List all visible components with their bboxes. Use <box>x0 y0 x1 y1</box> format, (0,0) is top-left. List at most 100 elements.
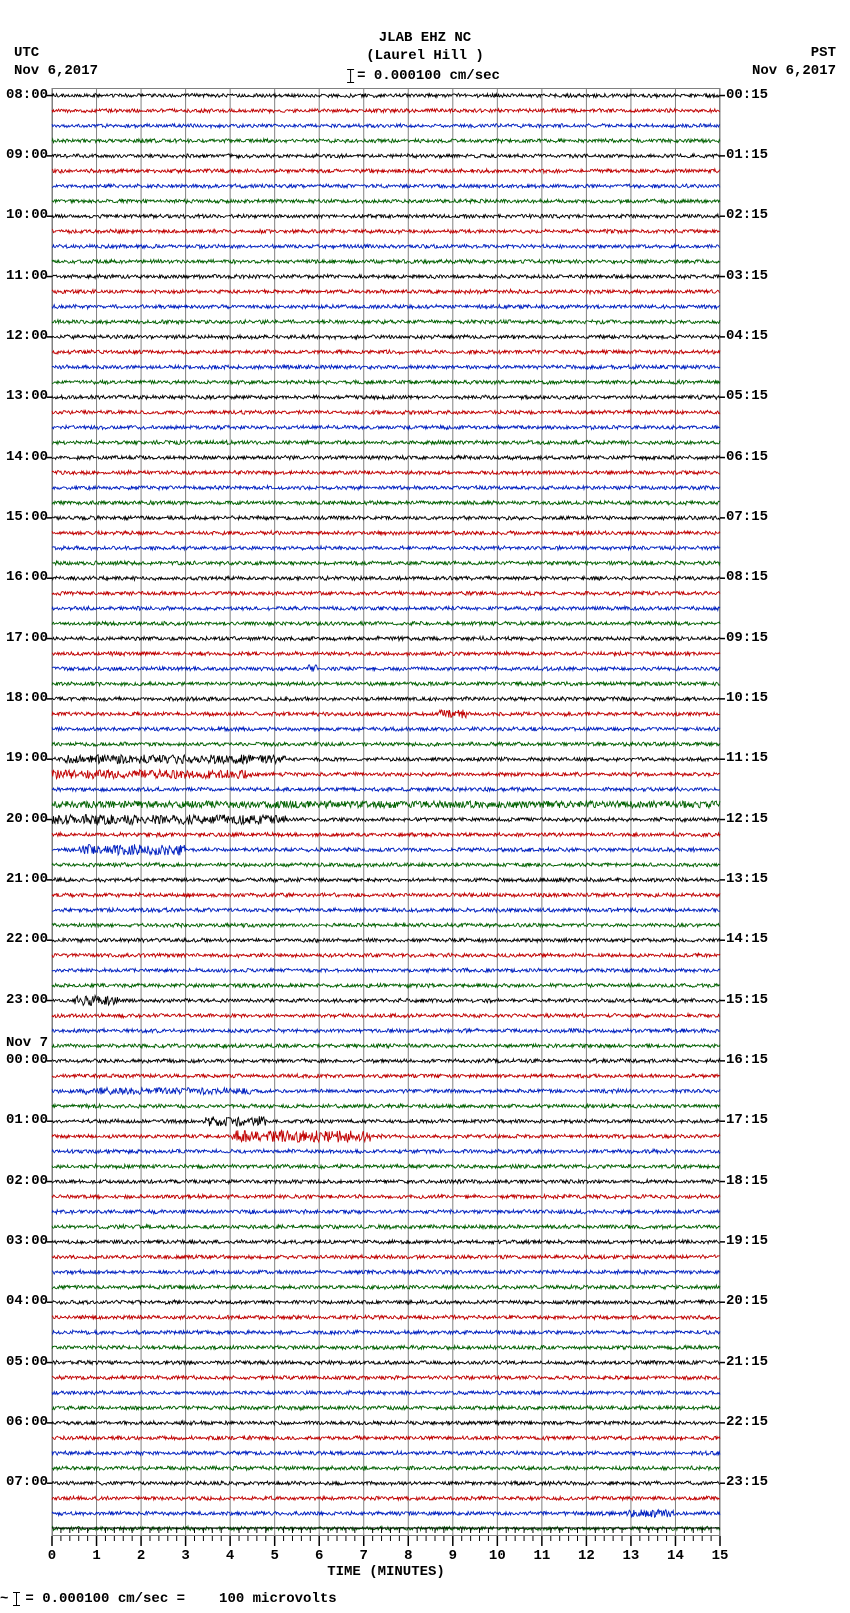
seismic-trace <box>52 501 720 505</box>
seismic-trace <box>52 1255 720 1259</box>
seismic-trace <box>52 636 720 640</box>
pst-hour-label: 11:15 <box>726 750 768 766</box>
x-tick-label: 13 <box>623 1548 640 1564</box>
seismic-trace <box>52 1044 720 1048</box>
seismic-trace <box>52 1360 720 1364</box>
pst-hour-label: 13:15 <box>726 871 768 887</box>
seismogram-page: JLAB EHZ NC (Laurel Hill ) = 0.000100 cm… <box>0 0 850 1613</box>
seismic-trace <box>52 395 720 399</box>
utc-date-change: Nov 7 <box>6 1035 48 1052</box>
seismic-trace <box>52 755 720 764</box>
pst-hour-label: 16:15 <box>726 1052 768 1068</box>
seismic-trace <box>52 440 720 444</box>
seismic-trace <box>52 1164 720 1168</box>
seismic-trace <box>52 968 720 972</box>
x-axis-title: TIME (MINUTES) <box>327 1564 445 1580</box>
x-tick-label: 11 <box>533 1548 550 1564</box>
pst-hour-label: 17:15 <box>726 1112 768 1128</box>
x-tick-label: 10 <box>489 1548 506 1564</box>
utc-hour-label: 20:00 <box>6 811 48 827</box>
x-tick-label: 8 <box>404 1548 412 1564</box>
seismic-trace <box>52 742 720 746</box>
seismic-trace <box>52 1406 720 1410</box>
seismic-trace <box>52 561 720 565</box>
seismic-trace <box>52 199 720 203</box>
seismic-trace <box>52 320 720 324</box>
seismic-trace <box>52 380 720 384</box>
pst-hour-label: 01:15 <box>726 147 768 163</box>
utc-hour-label: 11:00 <box>6 268 48 284</box>
seismic-trace <box>52 1466 720 1470</box>
seismic-trace <box>52 1104 720 1108</box>
x-tick-label: 4 <box>226 1548 234 1564</box>
utc-hour-label: 05:00 <box>6 1354 48 1370</box>
seismic-trace <box>52 1345 720 1349</box>
seismic-trace <box>52 1074 720 1078</box>
utc-hour-label: 00:00 <box>6 1052 48 1068</box>
x-tick-label: 15 <box>712 1548 729 1564</box>
utc-hour-label: 06:00 <box>6 1414 48 1430</box>
utc-hour-label: 23:00 <box>6 992 48 1008</box>
seismic-trace <box>52 139 720 143</box>
seismic-trace <box>52 1225 720 1229</box>
seismic-trace <box>52 1210 720 1214</box>
seismic-trace <box>52 259 720 263</box>
seismic-trace <box>52 863 720 867</box>
x-tick-label: 6 <box>315 1548 323 1564</box>
seismic-trace <box>52 1195 720 1199</box>
seismic-trace <box>52 770 720 779</box>
pst-hour-label: 07:15 <box>726 509 768 525</box>
seismic-trace <box>52 531 720 535</box>
seismic-trace <box>52 305 720 309</box>
seismic-trace <box>52 1088 720 1095</box>
seismic-trace <box>52 893 720 897</box>
seismic-trace <box>52 953 720 957</box>
seismic-trace <box>52 652 720 656</box>
pst-hour-label: 12:15 <box>726 811 768 827</box>
x-tick-label: 9 <box>449 1548 457 1564</box>
seismic-trace <box>52 1029 720 1033</box>
pst-hour-label: 14:15 <box>726 931 768 947</box>
seismic-trace <box>52 93 720 97</box>
seismic-trace <box>52 1240 720 1244</box>
utc-hour-label: 08:00 <box>6 87 48 103</box>
pst-hour-label: 02:15 <box>726 207 768 223</box>
utc-hour-label: 09:00 <box>6 147 48 163</box>
utc-hour-label: 18:00 <box>6 690 48 706</box>
utc-hour-label: 15:00 <box>6 509 48 525</box>
seismic-trace <box>52 1496 720 1500</box>
seismic-trace <box>52 244 720 248</box>
pst-hour-label: 21:15 <box>726 1354 768 1370</box>
seismic-trace <box>52 289 720 293</box>
x-tick-label: 0 <box>48 1548 56 1564</box>
seismic-trace <box>52 682 720 686</box>
seismic-trace <box>52 1330 720 1334</box>
utc-hour-label: 12:00 <box>6 328 48 344</box>
x-tick-label: 3 <box>181 1548 189 1564</box>
seismic-trace <box>52 606 720 610</box>
pst-hour-label: 18:15 <box>726 1173 768 1189</box>
seismic-trace <box>52 938 720 942</box>
pst-hour-label: 22:15 <box>726 1414 768 1430</box>
utc-hour-label: 21:00 <box>6 871 48 887</box>
utc-hour-label: 17:00 <box>6 630 48 646</box>
pst-hour-label: 00:15 <box>726 87 768 103</box>
seismic-trace <box>52 1421 720 1425</box>
pst-hour-label: 20:15 <box>726 1293 768 1309</box>
seismic-trace <box>52 1149 720 1153</box>
seismic-trace <box>52 621 720 625</box>
seismic-trace <box>52 908 720 912</box>
utc-hour-label: 01:00 <box>6 1112 48 1128</box>
x-tick-label: 2 <box>137 1548 145 1564</box>
x-tick-label: 14 <box>667 1548 684 1564</box>
seismic-trace <box>52 1270 720 1274</box>
seismic-trace <box>52 410 720 414</box>
seismic-trace <box>52 983 720 987</box>
seismic-trace <box>52 486 720 490</box>
x-tick-label: 7 <box>360 1548 368 1564</box>
utc-hour-label: 10:00 <box>6 207 48 223</box>
seismogram-svg <box>0 0 850 1613</box>
seismic-trace <box>52 591 720 595</box>
pst-hour-label: 08:15 <box>726 569 768 585</box>
utc-hour-label: 04:00 <box>6 1293 48 1309</box>
